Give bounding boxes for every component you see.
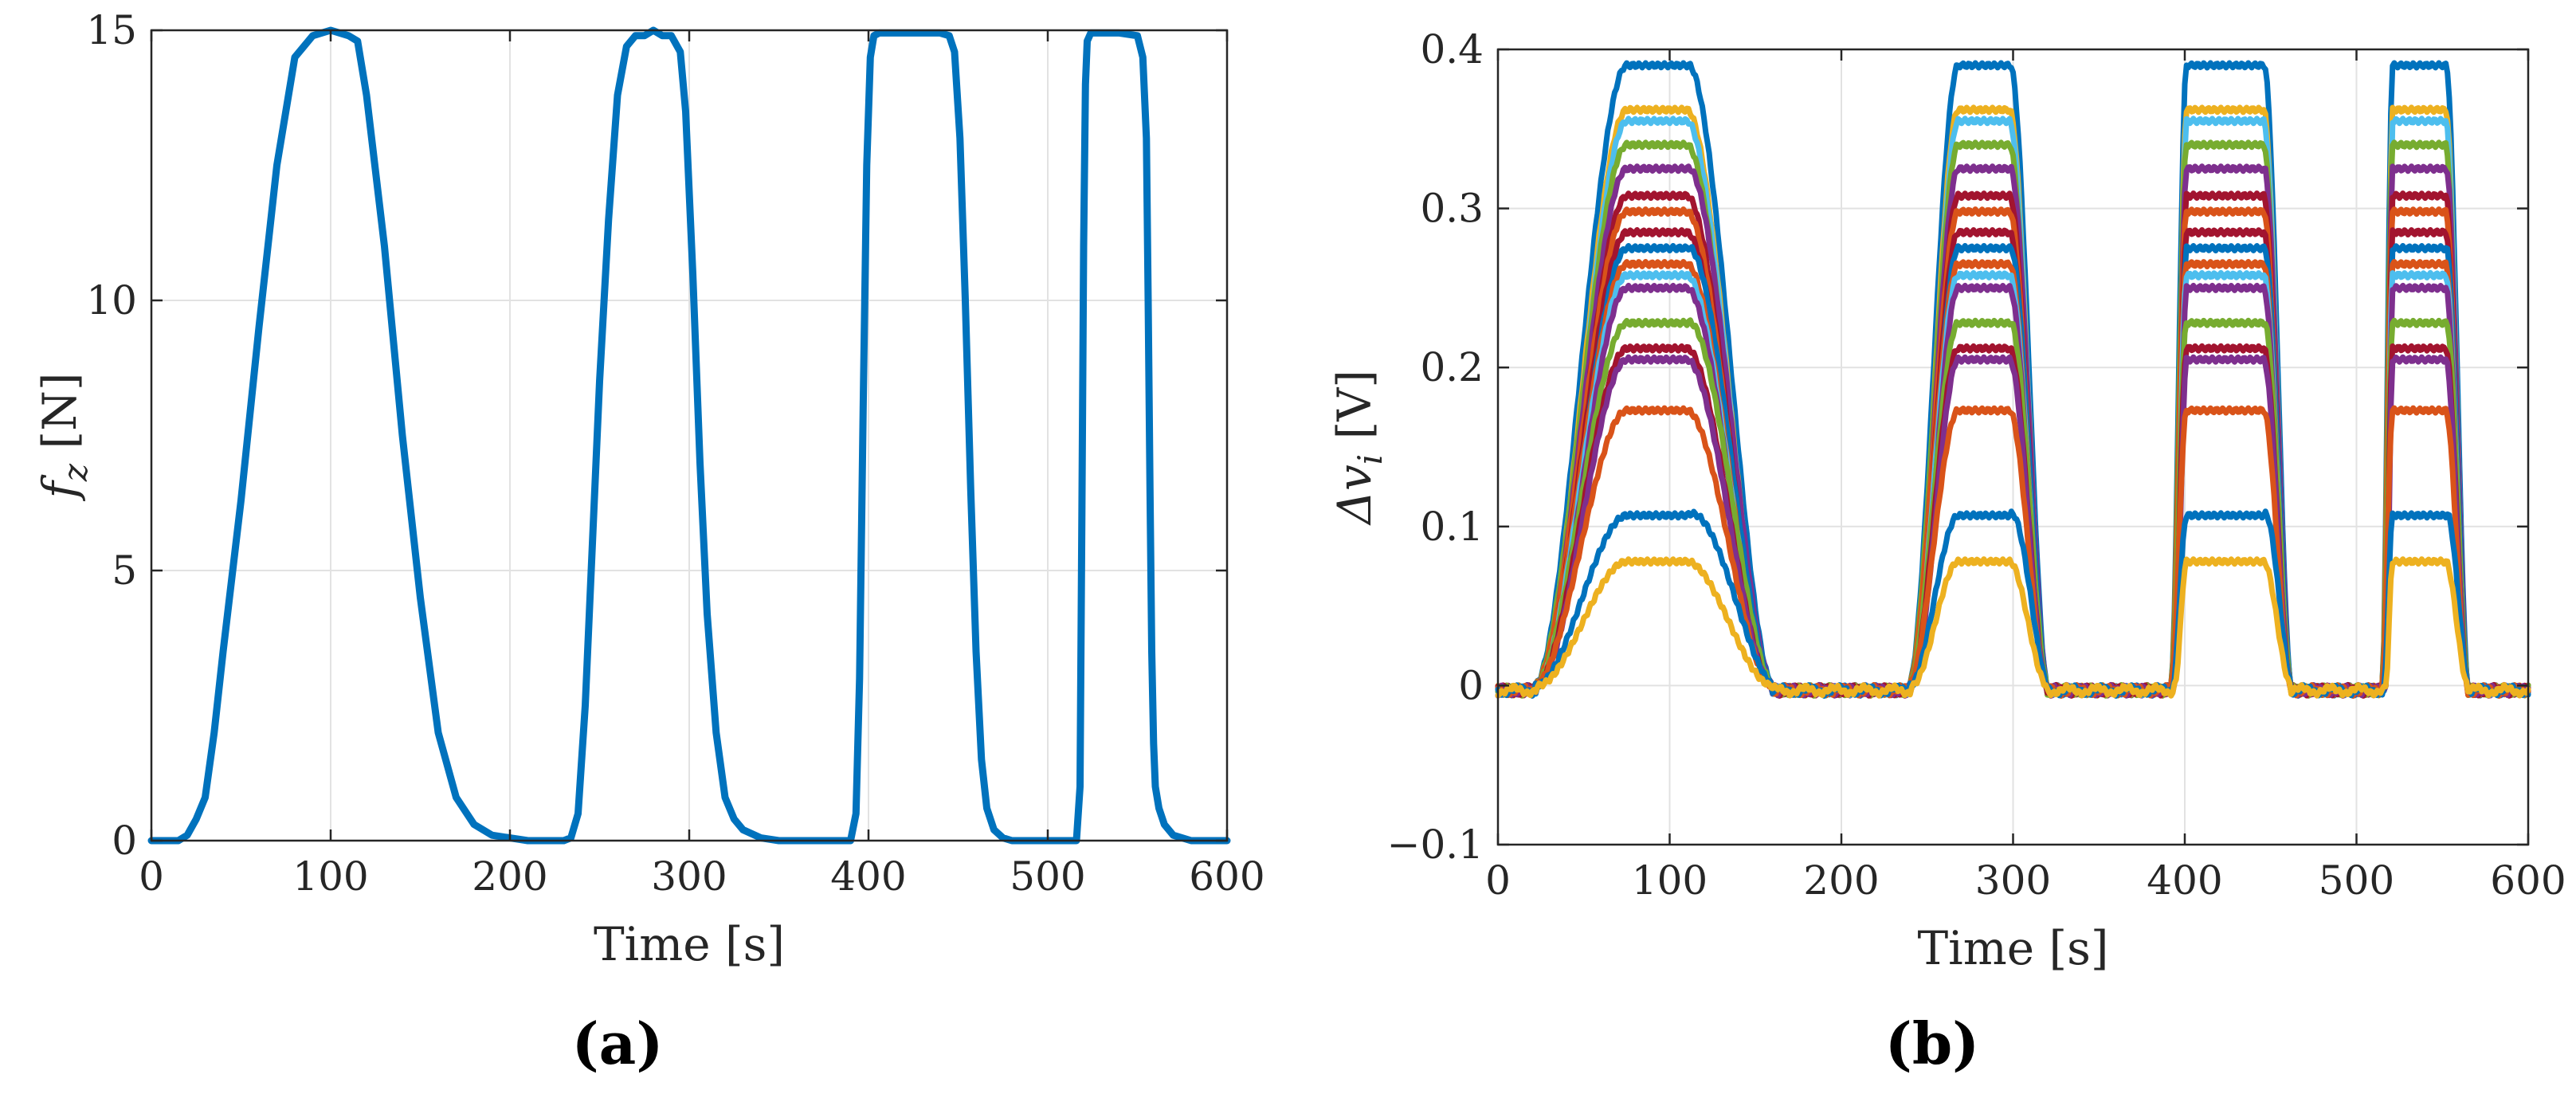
series-line-sensor-18 [1495, 556, 2531, 699]
y-tick-label: 5 [112, 547, 137, 594]
x-tick-label: 400 [830, 853, 906, 900]
x-axis-label: Time [s] [1917, 921, 2108, 975]
x-tick-label: 600 [1189, 853, 1264, 900]
panel-a-chart: 0 100 200 300 400 500 600 0 5 10 15 Time [s] fz [N] [33, 7, 1265, 971]
y-tick-label: 10 [86, 277, 137, 324]
x-tick-label: 0 [1485, 857, 1511, 904]
y-axis-symbol: Δv [1327, 465, 1382, 526]
y-axis-subscript: i [1351, 454, 1390, 465]
panel-a-caption: (a) [572, 1010, 664, 1077]
y-tick-label: 0 [112, 818, 137, 864]
x-tick-label: 300 [651, 853, 727, 900]
y-axis-unit: [V] [1327, 370, 1382, 454]
y-tick-label: 0.2 [1420, 344, 1484, 390]
x-tick-label: 300 [1975, 857, 2051, 904]
x-tick-label: 400 [2147, 857, 2222, 904]
panel-b-chart: 0 100 200 300 400 500 600−0.100.10.20.30.4Time… [1327, 26, 2566, 975]
x-tick-label: 100 [292, 853, 368, 900]
x-axis-label: Time [s] [594, 917, 785, 971]
y-tick-label: −0.1 [1387, 822, 1484, 868]
x-tick-label: 600 [2490, 857, 2566, 904]
y-axis-label: fz [N] [33, 372, 95, 501]
y-tick-label: 0.3 [1420, 186, 1484, 232]
x-tick-label: 0 [139, 853, 164, 900]
x-tick-label: 500 [1010, 853, 1085, 900]
x-tick-label: 200 [1803, 857, 1879, 904]
x-tick-label: 200 [472, 853, 547, 900]
y-tick-label: 0 [1458, 662, 1484, 708]
plot-area [1495, 60, 2531, 699]
y-tick-label: 0.4 [1420, 26, 1484, 73]
y-tick-label: 0.1 [1420, 504, 1484, 550]
y-axis-subscript: z [56, 463, 95, 482]
y-axis-label: Δvi [V] [1327, 370, 1390, 526]
x-tick-label: 500 [2319, 857, 2394, 904]
x-tick-label: 100 [1632, 857, 1708, 904]
panel-b-caption: (b) [1885, 1010, 1979, 1077]
y-tick-label: 15 [86, 7, 137, 53]
y-axis-unit: [N] [33, 372, 87, 463]
